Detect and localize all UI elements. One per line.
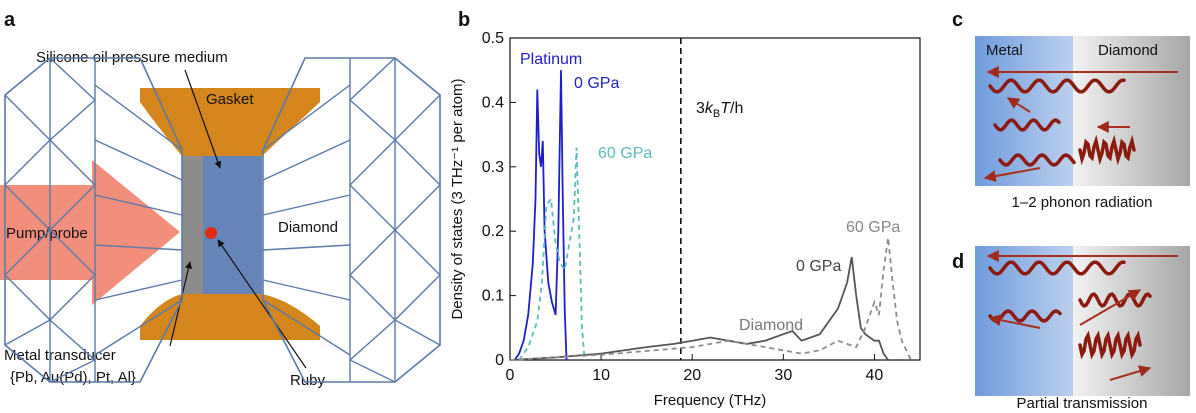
diamond-block — [1073, 246, 1190, 396]
anvil-facet — [262, 244, 351, 251]
panel-b: Frequency (THz) Density of states (3 THz… — [449, 30, 921, 409]
y-tick-label: 0.3 — [482, 159, 504, 176]
phonon-wave — [1078, 330, 1142, 360]
pointer — [184, 69, 222, 169]
phonon-wave — [1078, 134, 1136, 166]
pointer — [217, 239, 307, 369]
anvil-facet — [94, 244, 183, 251]
series-line — [509, 237, 912, 361]
series-label: 60 GPa — [846, 219, 900, 236]
series-line — [518, 147, 586, 361]
phonon-arrow — [1109, 365, 1152, 381]
x-tick-label: 0 — [506, 367, 515, 384]
phonon-arrow — [1079, 289, 1142, 326]
anvil-facet — [94, 279, 183, 301]
anvil-label: Diamond — [278, 219, 338, 236]
plot-frame — [509, 37, 921, 361]
gasket-top — [140, 88, 320, 156]
annotation: Diamond — [739, 317, 803, 334]
anvil-facet — [94, 299, 183, 356]
phonon-arrow — [988, 314, 1041, 329]
pump-probe-arrow — [0, 160, 180, 305]
y-axis-label: Density of states (3 THz⁻¹ per atom) — [449, 78, 466, 319]
transducer — [182, 156, 203, 294]
anvil-facet — [48, 57, 97, 383]
vline-label-part: 3 — [696, 100, 705, 117]
phonon-wave — [993, 118, 1061, 132]
panel-label: b — [458, 9, 470, 31]
vline-label-part: T — [720, 100, 731, 117]
series-line — [509, 256, 889, 361]
transducer-label: Metal transducer — [4, 347, 116, 364]
series-label: 0 GPa — [574, 75, 619, 92]
anvil-facet — [94, 139, 183, 181]
y-tick-label: 0.2 — [482, 223, 504, 240]
gasket-bottom — [140, 294, 320, 340]
anvil-facet — [348, 57, 397, 383]
caption: 1–2 phonon radiation — [1012, 194, 1153, 211]
panel-a: Pump/probe Gasket Silicone oil pressure … — [0, 49, 441, 389]
vline-label-part: B — [713, 108, 720, 120]
y-tick-label: 0.4 — [482, 94, 504, 111]
series-label: 0 GPa — [796, 258, 841, 275]
phonon-wave — [988, 78, 1126, 94]
y-tick-label: 0.1 — [482, 288, 504, 305]
series-line — [513, 70, 568, 361]
phonon-wave — [1078, 292, 1152, 308]
phonon-arrow — [983, 167, 1041, 182]
anvil-facet — [94, 194, 183, 216]
anvil-facet — [262, 139, 351, 181]
ruby-label: Ruby — [290, 372, 326, 389]
series-label: 60 GPa — [598, 145, 652, 162]
x-tick-label: 30 — [774, 367, 792, 384]
panel-label: c — [952, 9, 963, 31]
y-tick-label: 0 — [495, 352, 504, 369]
anvil-facet — [262, 279, 351, 301]
vline-label-part: k — [705, 100, 714, 117]
diamond-label: Diamond — [1098, 42, 1158, 59]
anvil-facet — [262, 299, 351, 356]
diamond-block — [1073, 36, 1190, 186]
phonon-wave — [988, 260, 1126, 276]
x-tick-label: 10 — [592, 367, 610, 384]
panel-label: d — [952, 251, 964, 273]
phonon-wave — [998, 153, 1076, 167]
anvil-facet — [262, 194, 351, 216]
x-tick-label: 40 — [866, 367, 884, 384]
anvil-facet — [393, 94, 441, 346]
x-axis-label: Frequency (THz) — [654, 392, 767, 409]
panel-c: Metal Diamond 1–2 phonon radiation — [975, 36, 1190, 211]
x-tick-label: 20 — [683, 367, 701, 384]
vline-label: 3kBT/h — [696, 100, 743, 120]
ruby — [205, 227, 217, 239]
panel-label: a — [4, 9, 16, 31]
vline-label-part: /h — [730, 100, 743, 117]
panel-d: Partial transmission — [975, 246, 1190, 412]
y-tick-label: 0.5 — [482, 30, 504, 47]
gasket-label: Gasket — [206, 91, 254, 108]
annotation: Platinum — [520, 51, 582, 68]
anvil-facet — [262, 84, 351, 151]
pressure-medium — [203, 156, 262, 294]
phonon-arrow — [1006, 97, 1031, 113]
metal-label: Metal — [986, 42, 1023, 59]
anvil-facet — [94, 84, 183, 151]
caption: Partial transmission — [1017, 395, 1148, 412]
